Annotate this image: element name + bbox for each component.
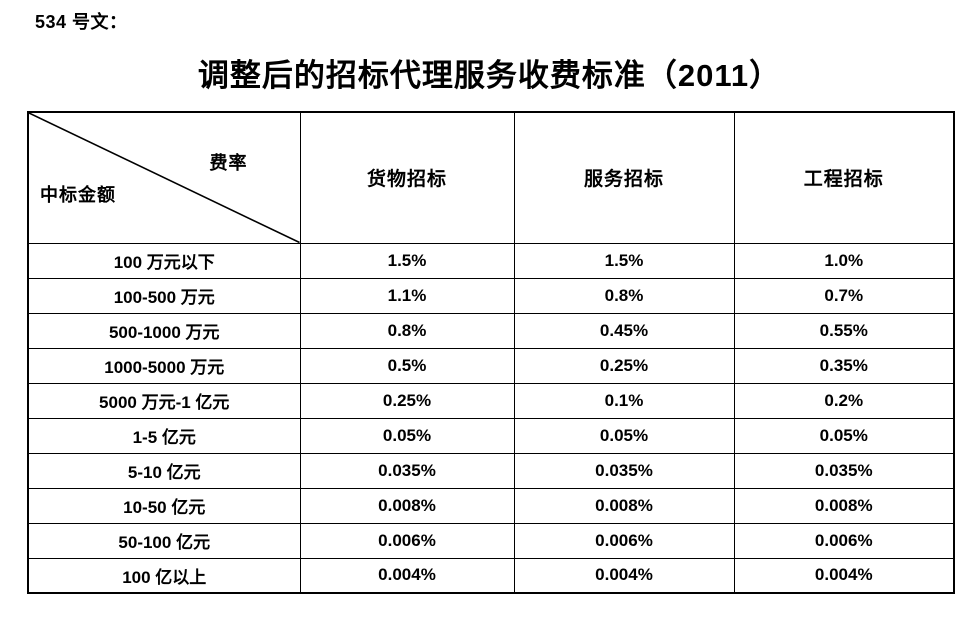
rate-cell-service: 1.5% (513, 242, 735, 279)
rate-cell-goods: 0.05% (299, 417, 515, 454)
diagonal-line (29, 113, 299, 242)
page-title: 调整后的招标代理服务收费标准（2011） (197, 58, 782, 93)
row-label: 1-5 亿元 (27, 417, 301, 454)
rate-cell-engineering: 0.55% (733, 312, 955, 349)
rate-cell-goods: 0.004% (299, 557, 515, 594)
table-row: 100 万元以下 1.5% 1.5% 1.0% (27, 242, 955, 279)
row-label: 5000 万元-1 亿元 (27, 382, 301, 419)
rate-cell-goods: 0.006% (299, 522, 515, 559)
rate-cell-service: 0.8% (513, 277, 735, 314)
rate-cell-goods: 0.25% (299, 382, 515, 419)
rate-cell-goods: 1.5% (299, 242, 515, 279)
row-label: 100 万元以下 (27, 242, 301, 279)
row-label: 100-500 万元 (27, 277, 301, 314)
table-row: 10-50 亿元 0.008% 0.008% 0.008% (27, 487, 955, 524)
rate-cell-engineering: 0.05% (733, 417, 955, 454)
rate-cell-engineering: 0.006% (733, 522, 955, 559)
rate-cell-goods: 0.035% (299, 452, 515, 489)
rate-cell-goods: 0.008% (299, 487, 515, 524)
column-header-service: 服务招标 (513, 111, 735, 244)
table-row: 500-1000 万元 0.8% 0.45% 0.55% (27, 312, 955, 349)
rate-cell-engineering: 0.004% (733, 557, 955, 594)
table-row: 100 亿以上 0.004% 0.004% 0.004% (27, 557, 955, 594)
rate-cell-engineering: 0.35% (733, 347, 955, 384)
rate-cell-service: 0.25% (513, 347, 735, 384)
rate-cell-service: 0.45% (513, 312, 735, 349)
rate-cell-engineering: 0.008% (733, 487, 955, 524)
rate-cell-service: 0.006% (513, 522, 735, 559)
rate-cell-service: 0.004% (513, 557, 735, 594)
rate-cell-engineering: 0.035% (733, 452, 955, 489)
column-header-engineering: 工程招标 (733, 111, 955, 244)
row-label: 5-10 亿元 (27, 452, 301, 489)
table-row: 1000-5000 万元 0.5% 0.25% 0.35% (27, 347, 955, 384)
rate-cell-goods: 1.1% (299, 277, 515, 314)
table-row: 1-5 亿元 0.05% 0.05% 0.05% (27, 417, 955, 454)
row-label: 100 亿以上 (27, 557, 301, 594)
table-row: 5000 万元-1 亿元 0.25% 0.1% 0.2% (27, 382, 955, 419)
rate-cell-engineering: 1.0% (733, 242, 955, 279)
table-row: 5-10 亿元 0.035% 0.035% 0.035% (27, 452, 955, 489)
row-label: 500-1000 万元 (27, 312, 301, 349)
row-label: 50-100 亿元 (27, 522, 301, 559)
table-row: 100-500 万元 1.1% 0.8% 0.7% (27, 277, 955, 314)
fee-rate-table: 费率 中标金额 货物招标 服务招标 工程招标 100 万元以下 1.5% 1.5… (27, 111, 955, 594)
rate-cell-goods: 0.5% (299, 347, 515, 384)
row-label: 10-50 亿元 (27, 487, 301, 524)
corner-cell: 费率 中标金额 (27, 111, 301, 244)
corner-label-rate: 费率 (209, 153, 248, 173)
rate-cell-service: 0.1% (513, 382, 735, 419)
corner-label-amount: 中标金额 (40, 185, 116, 205)
table-row: 50-100 亿元 0.006% 0.006% 0.006% (27, 522, 955, 559)
rate-cell-service: 0.008% (513, 487, 735, 524)
column-header-goods: 货物招标 (299, 111, 515, 244)
rate-cell-goods: 0.8% (299, 312, 515, 349)
rate-cell-engineering: 0.2% (733, 382, 955, 419)
rate-cell-engineering: 0.7% (733, 277, 955, 314)
doc-number-label: 534 号文： (35, 12, 128, 32)
rate-cell-service: 0.05% (513, 417, 735, 454)
row-label: 1000-5000 万元 (27, 347, 301, 384)
table-header-row: 费率 中标金额 货物招标 服务招标 工程招标 (27, 111, 955, 244)
rate-cell-service: 0.035% (513, 452, 735, 489)
